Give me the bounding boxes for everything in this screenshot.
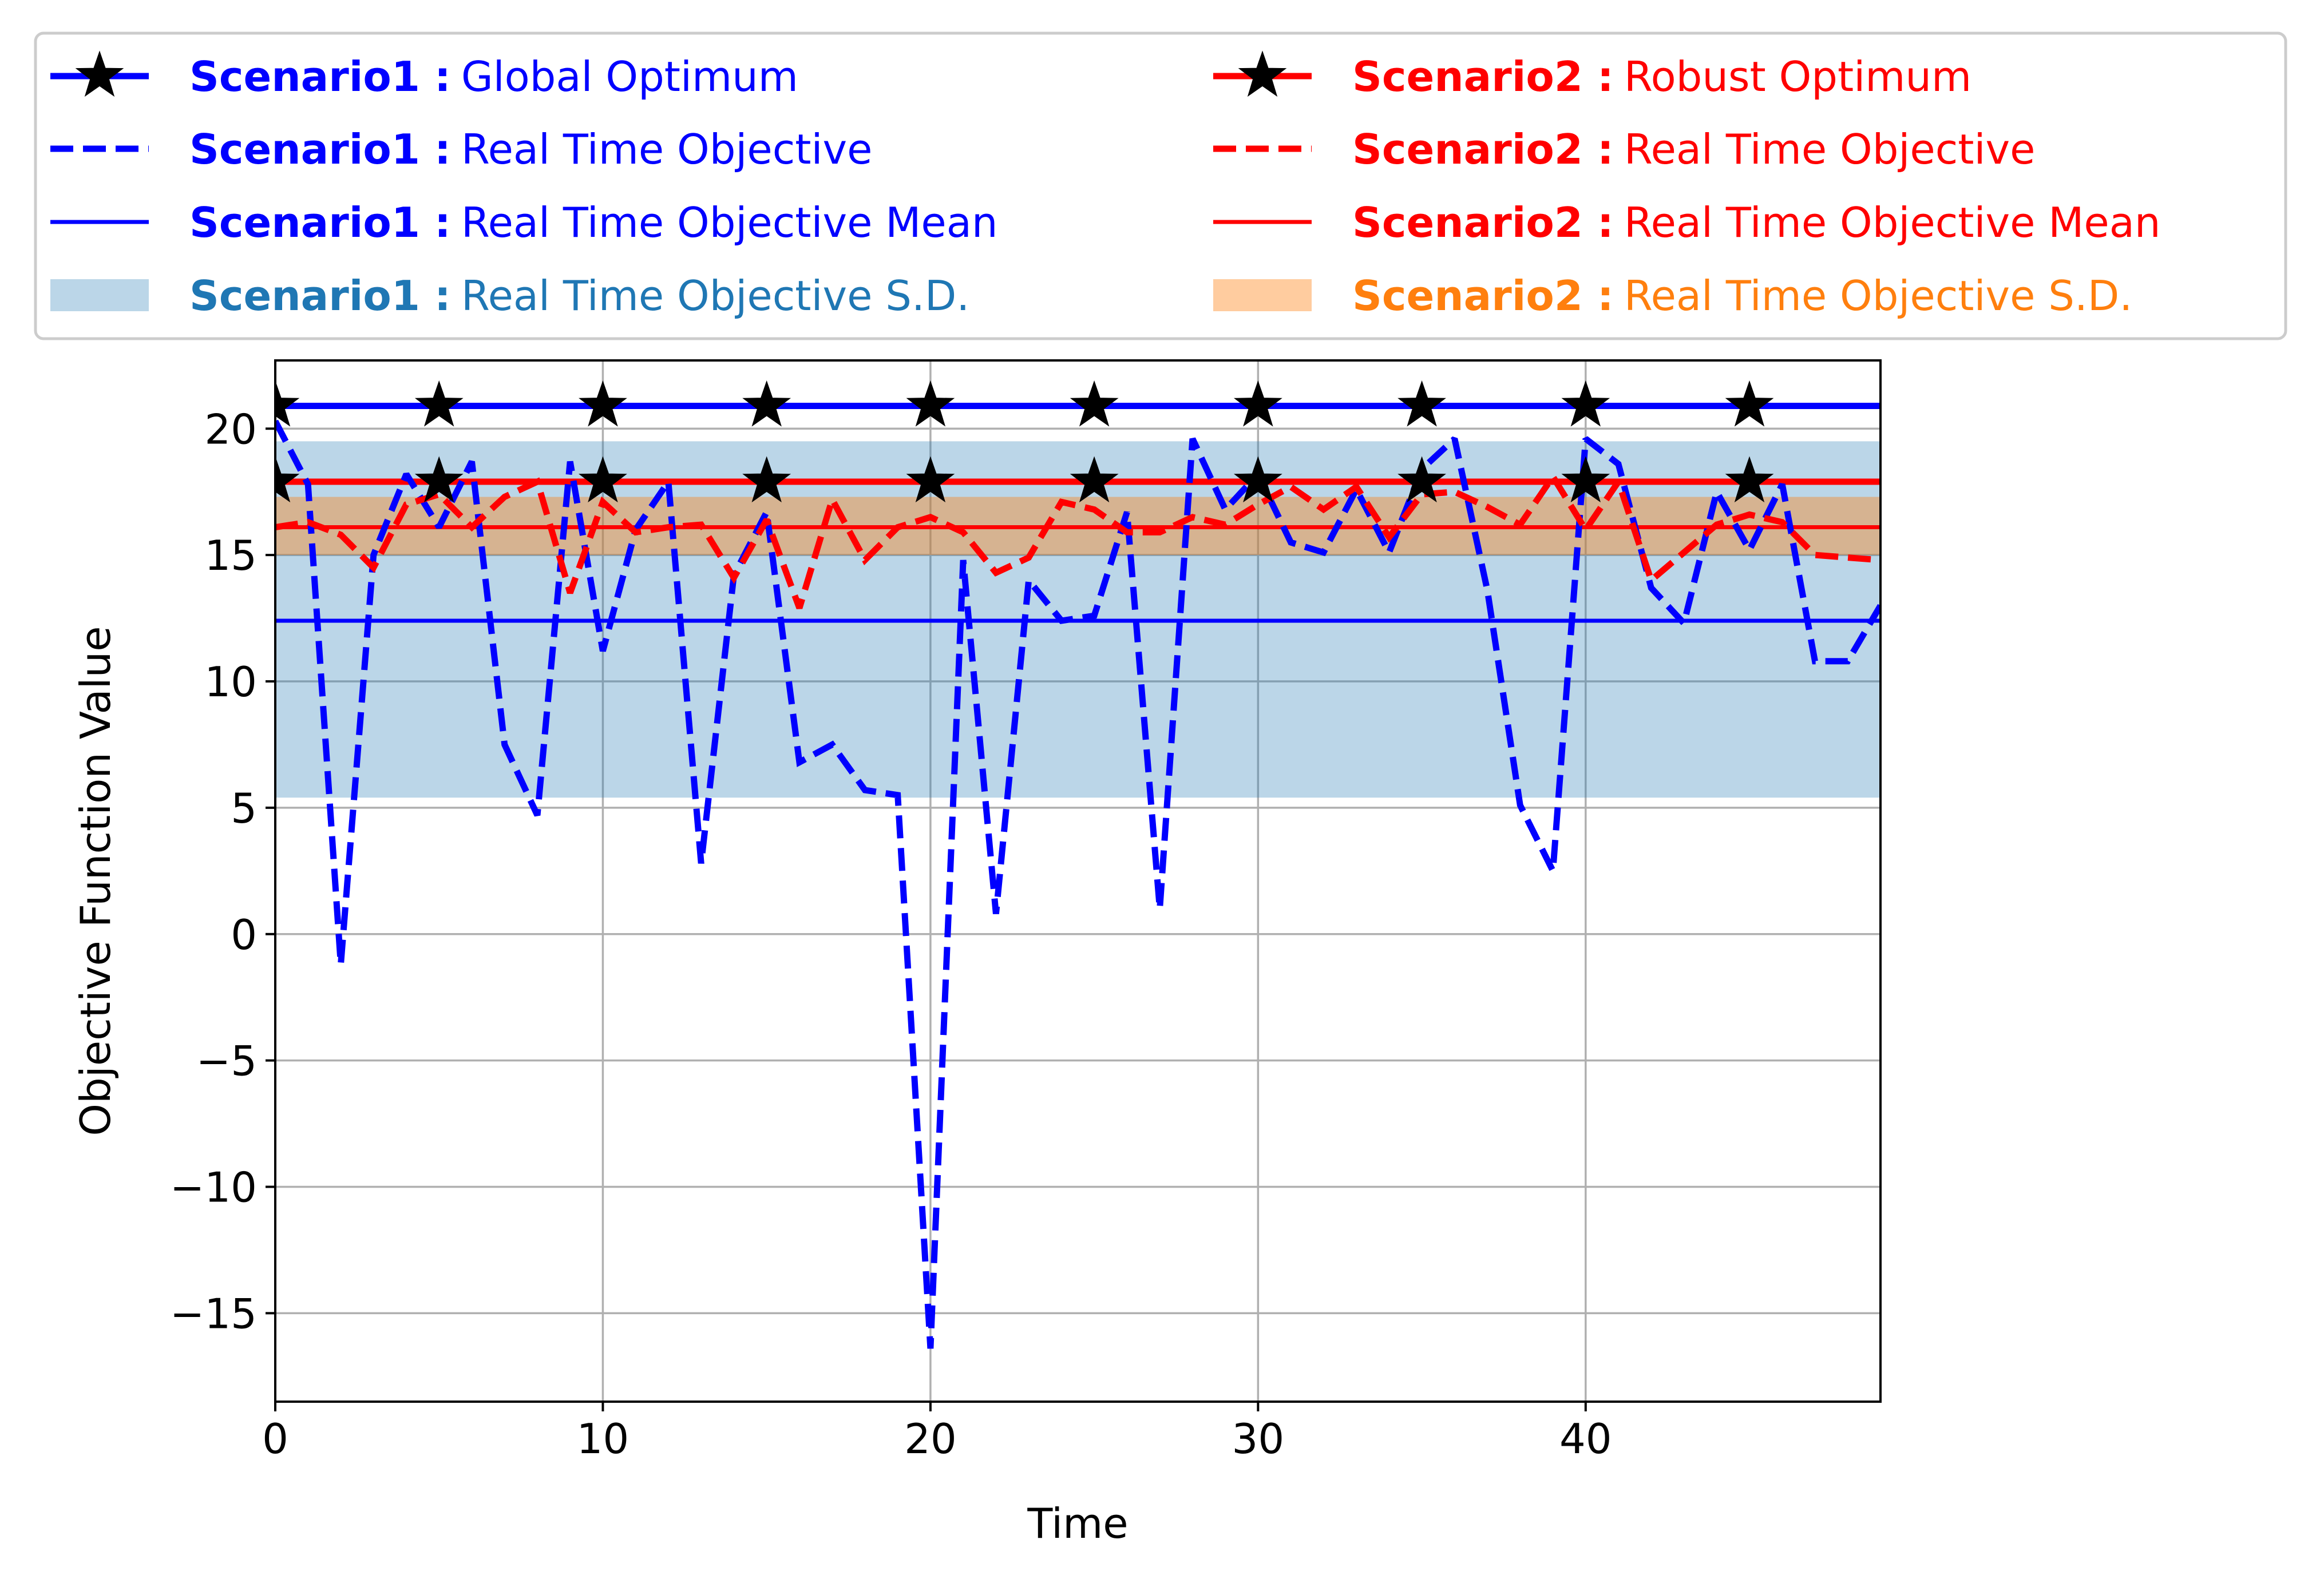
legend-entry-s2_mean: Scenario2 : Real Time Objective Mean [1213,199,2160,247]
legend-label-name: Real Time Objective Mean [461,199,998,247]
legend-label: Scenario1 : Global Optimum [189,53,798,101]
legend-label-name: Global Optimum [461,53,798,101]
legend-entry-s1_global: Scenario1 : Global Optimum [50,50,798,101]
s1_global-marker [1561,380,1610,427]
s1_global-marker [579,380,627,427]
s2_robust-marker [742,456,791,503]
legend-label-prefix: Scenario1 : [189,53,451,101]
legend-entry-s2_rt: Scenario2 : Real Time Objective [1213,125,2035,173]
legend-swatch [50,279,149,311]
legend-label-name: Real Time Objective Mean [1624,199,2161,247]
s2_robust-marker [906,456,955,503]
legend-label-prefix: Scenario2 : [1352,272,1614,320]
s1_global-marker [1070,380,1119,427]
y-tick-label: −10 [170,1164,257,1212]
s1_global-marker [742,380,791,427]
axes: Time Objective Function Value 0 10 20 30 40 −… [72,359,1882,1548]
legend-box [34,31,2287,340]
legend-entry-s1_rt: Scenario1 : Real Time Objective [50,125,872,173]
s1_global-marker [1725,380,1774,427]
s1_global-marker [1397,380,1446,427]
legend-entry-s1_mean: Scenario1 : Real Time Objective Mean [50,199,997,247]
legend-entry-s1_sd: Scenario1 : Real Time Objective S.D. [50,272,969,320]
s1_global-marker [1233,380,1282,427]
legend-marker [1238,50,1287,97]
legend-label-prefix: Scenario2 : [1352,53,1614,101]
legend-entry-s2_sd: Scenario2 : Real Time Objective S.D. [1213,272,2132,320]
legend-label-name: Real Time Objective [1624,125,2036,173]
x-tick-label: 20 [904,1415,957,1463]
s2_robust-marker [275,456,300,503]
s1_global-marker [414,380,464,427]
legend-marker [75,50,124,97]
y-tick-label: 15 [204,531,257,580]
x-tick-label: 0 [262,1415,288,1463]
legend-swatch [1213,279,1312,311]
legend-label-name: Real Time Objective [461,125,873,173]
legend-label: Scenario2 : Robust Optimum [1352,53,1971,101]
y-axis-label: Objective Function Value [72,626,120,1136]
plot-area [274,360,1880,1402]
legend-label-name: Robust Optimum [1624,53,1971,101]
x-tick-label: 30 [1232,1415,1285,1463]
s2_robust-marker [579,456,627,503]
x-tick-label: 40 [1559,1415,1612,1463]
legend-label-prefix: Scenario1 : [189,272,451,320]
legend-label: Scenario1 : Real Time Objective S.D. [189,272,969,320]
legend-label-name: Real Time Objective S.D. [1624,272,2132,320]
legend-label-prefix: Scenario2 : [1352,125,1614,173]
legend-label: Scenario2 : Real Time Objective Mean [1352,199,2160,247]
y-tick-label: −5 [196,1037,257,1085]
legend-label: Scenario2 : Real Time Objective [1352,125,2035,173]
s2_robust-marker [1233,456,1282,503]
s2_rt-line [275,471,1880,609]
legend-label: Scenario1 : Real Time Objective [189,125,872,173]
y-tick-label: 5 [231,784,257,832]
legend-label: Scenario1 : Real Time Objective Mean [189,199,997,247]
s1_rt-line [275,419,1880,1349]
s1_global-marker [275,380,300,427]
y-tick-label: 20 [204,405,257,453]
legend-label-name: Real Time Objective S.D. [461,272,969,320]
y-tick-label: −15 [170,1290,257,1338]
s2_robust-marker [1725,456,1774,503]
legend-label-prefix: Scenario1 : [189,125,451,173]
s2_robust-marker [1561,456,1610,503]
s2_robust-marker [1070,456,1119,503]
axes-frame [274,359,1882,1403]
legend-entry-s2_robust: Scenario2 : Robust Optimum [1213,50,1971,101]
legend-label: Scenario2 : Real Time Objective S.D. [1352,272,2132,320]
x-tick-label: 10 [577,1415,630,1463]
s2_robust-marker [1397,456,1446,503]
y-tick-label: 10 [204,658,257,706]
x-axis-label: Time [1027,1499,1128,1548]
legend-label-prefix: Scenario2 : [1352,199,1614,247]
y-tick-label: 0 [231,911,257,959]
legend-label-prefix: Scenario1 : [189,199,451,247]
grid [274,360,1880,1402]
s2_robust-marker [414,456,464,503]
s1_global-marker [906,380,955,427]
series-layer [275,380,1880,1349]
